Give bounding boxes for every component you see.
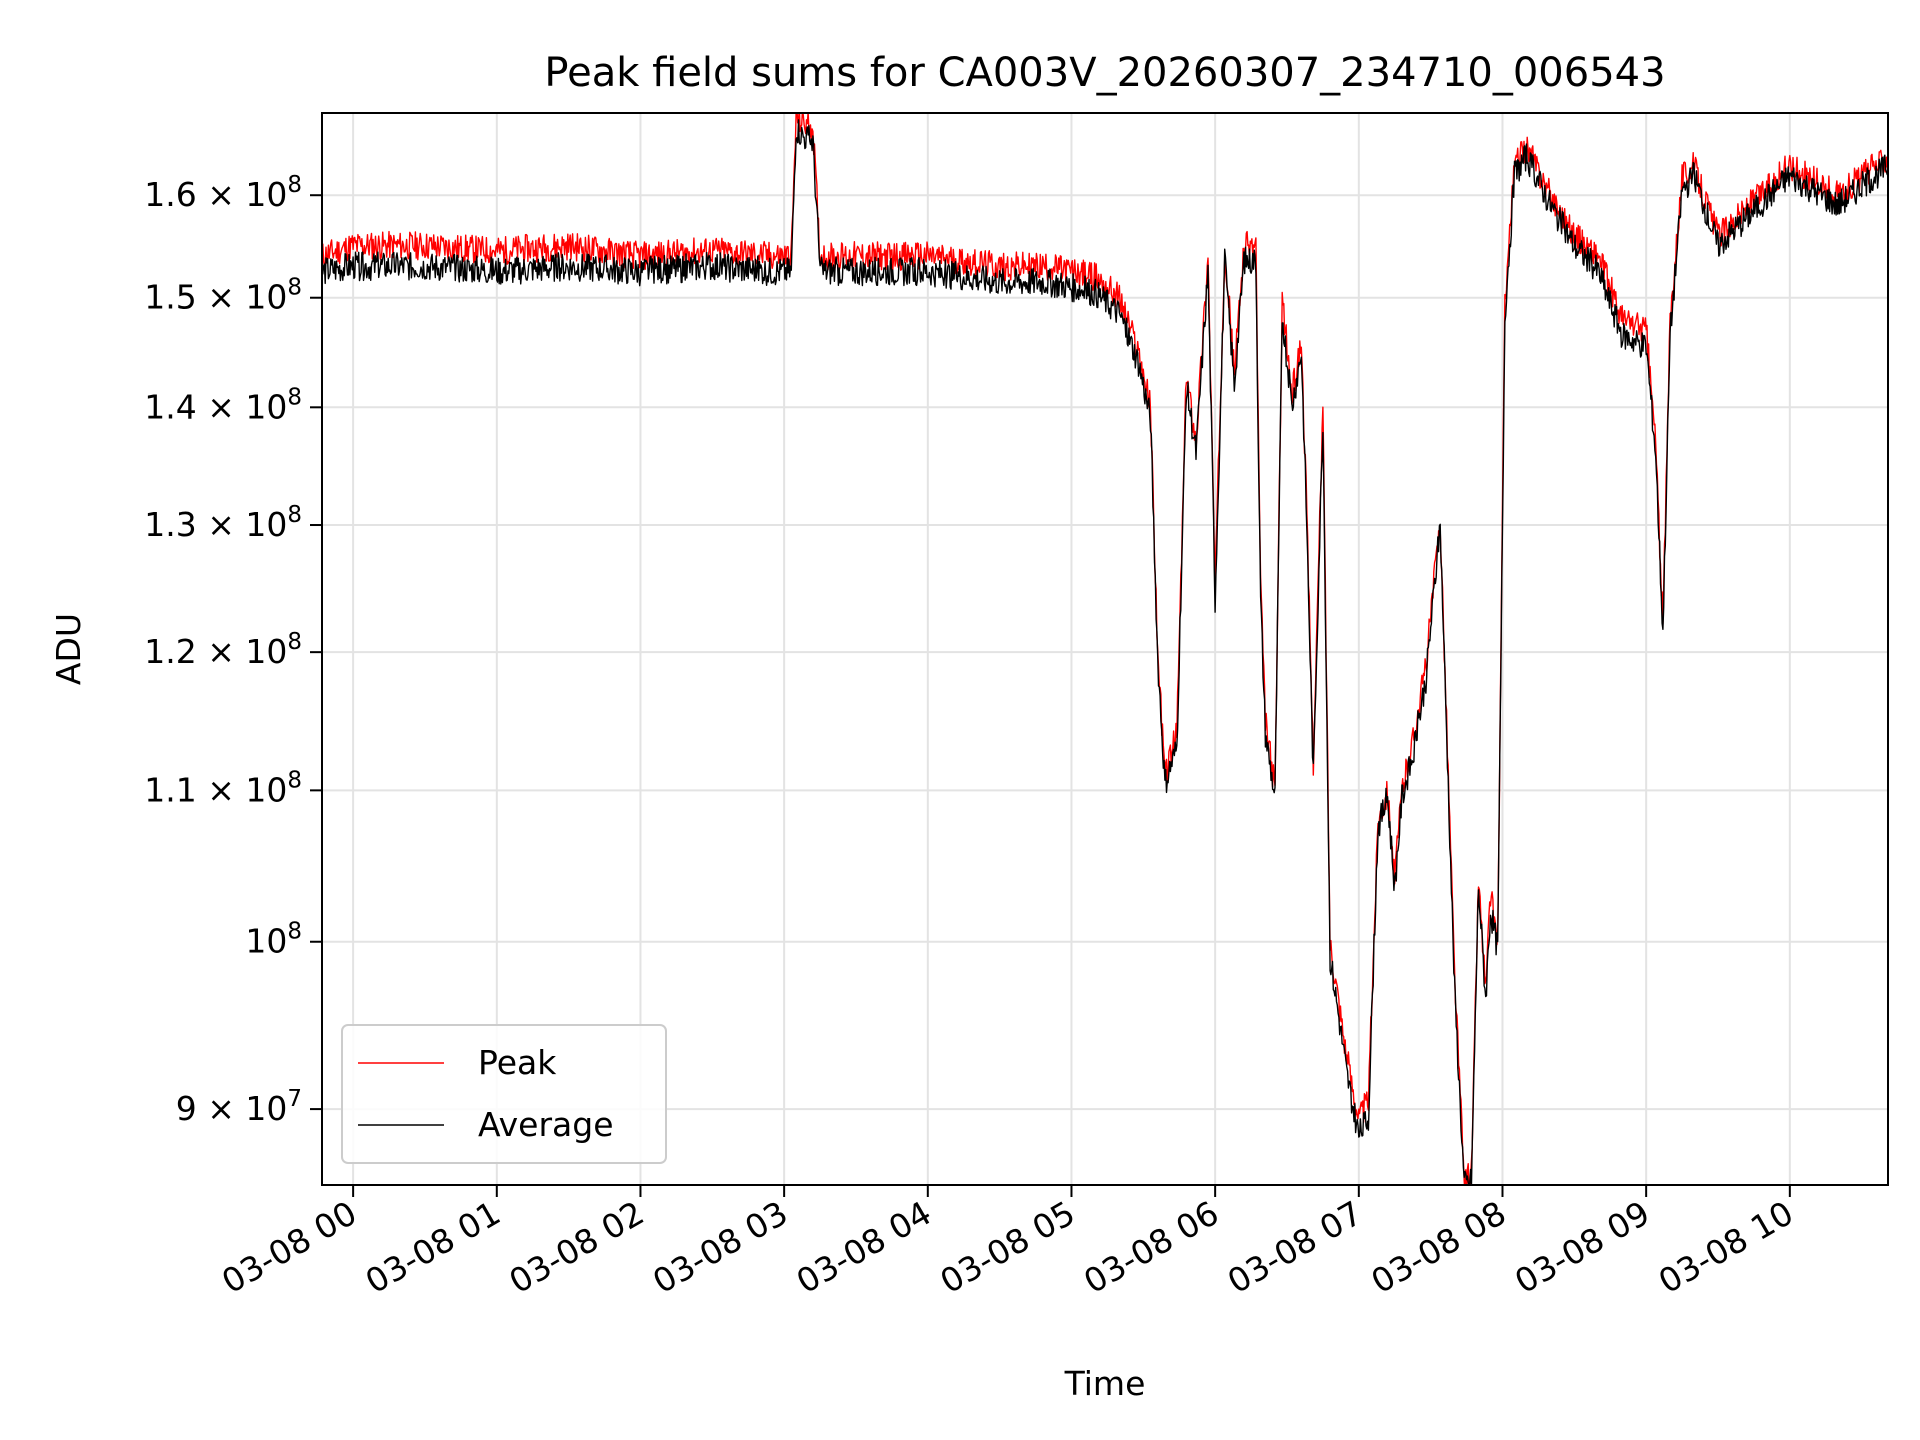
y-tick-label: 1.2 × 108 xyxy=(144,629,302,671)
legend-box xyxy=(341,1024,667,1164)
legend: Peak Average xyxy=(341,1024,667,1164)
series-line-average xyxy=(322,119,1888,1185)
chart-title: Peak field sums for CA003V_20260307_2347… xyxy=(544,50,1665,96)
y-tick-label: 1.5 × 108 xyxy=(144,275,302,317)
y-tick-label: 1.4 × 108 xyxy=(144,384,302,426)
legend-peak-label: Peak xyxy=(478,1043,557,1082)
legend-average-label: Average xyxy=(478,1105,614,1144)
y-tick-label: 9 × 107 xyxy=(176,1086,302,1128)
y-axis: 9 × 107 108 1.1 × 108 1.2 × 108 1.3 × 108 1.4… xyxy=(144,172,322,1128)
x-axis-label: Time xyxy=(1064,1364,1146,1403)
y-tick-label: 108 xyxy=(245,919,302,961)
series-lines xyxy=(322,113,1888,1185)
y-axis-label: ADU xyxy=(49,613,88,685)
y-tick-label: 1.3 × 108 xyxy=(144,502,302,544)
plot-frame xyxy=(321,112,1889,1186)
y-tick-label: 1.1 × 108 xyxy=(144,767,302,809)
y-tick-label: 1.6 × 108 xyxy=(144,172,302,214)
grid xyxy=(322,113,1888,1185)
